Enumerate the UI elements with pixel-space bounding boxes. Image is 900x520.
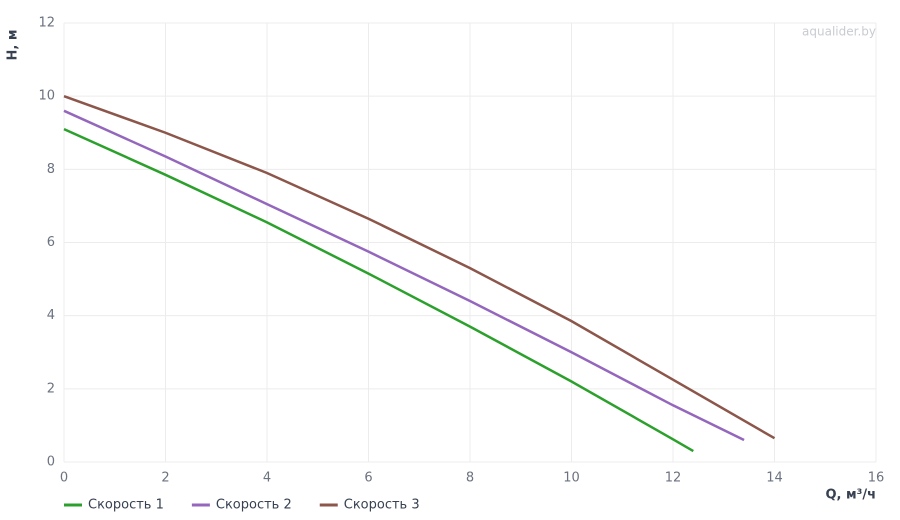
y-tick-label: 12: [38, 16, 55, 31]
watermark: aqualider.by: [802, 25, 876, 39]
y-tick-label: 10: [38, 89, 55, 104]
series-line: [63, 127, 694, 453]
y-tick-label: 6: [47, 235, 55, 250]
x-tick-label: 6: [364, 471, 372, 486]
y-tick-label: 0: [47, 455, 55, 470]
legend-label: Скорость 1: [88, 498, 164, 513]
series-line: [63, 109, 745, 442]
series-line: [63, 94, 776, 440]
y-tick-label: 2: [47, 381, 55, 396]
x-tick-label: 8: [466, 471, 474, 486]
y-tick-label: 8: [47, 162, 55, 177]
x-tick-label: 16: [868, 471, 885, 486]
y-tick-label: 4: [47, 308, 55, 323]
x-tick-label: 10: [563, 471, 580, 486]
x-tick-label: 12: [665, 471, 682, 486]
legend-label: Скорость 3: [344, 498, 420, 513]
legend-label: Скорость 2: [216, 498, 292, 513]
x-axis-label: Q, м³/ч: [825, 488, 876, 503]
x-tick-label: 4: [263, 471, 271, 486]
x-tick-label: 2: [161, 471, 169, 486]
y-axis-label: H, м: [6, 30, 21, 61]
x-tick-label: 14: [766, 471, 783, 486]
x-tick-label: 0: [60, 471, 68, 486]
